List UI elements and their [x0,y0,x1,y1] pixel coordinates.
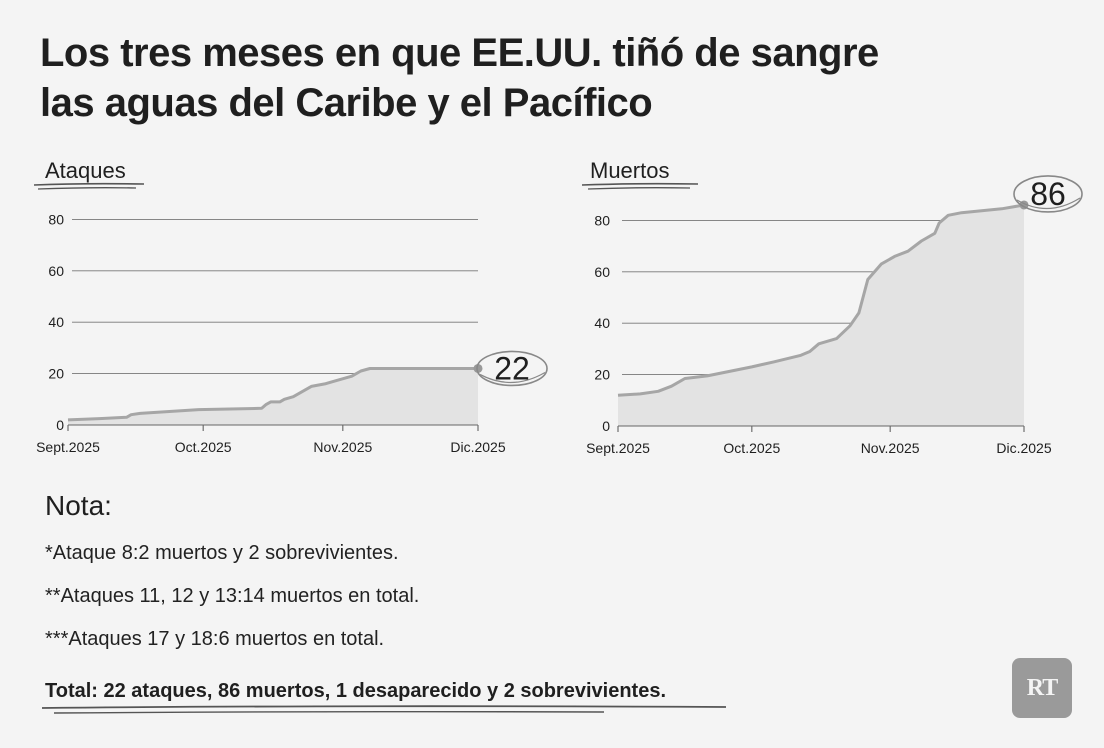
x-tick-label: Oct.2025 [723,440,780,456]
y-tick-label: 20 [48,366,64,382]
x-tick-label: Sept.2025 [36,439,100,455]
x-tick-label: Nov.2025 [313,439,372,455]
y-tick-label: 40 [594,315,610,331]
callout-stroke [1016,197,1081,210]
y-tick-label: 80 [594,212,610,228]
end-marker [473,363,483,373]
series-line [67,367,478,422]
total-summary: Total: 22 ataques, 86 muertos, 1 desapar… [45,680,666,702]
nota-title: Nota: [45,490,112,521]
area-fill [68,368,478,425]
callout-stroke [479,371,546,384]
nota-line-3: ***Ataques 17 y 18:6 muertos en total. [45,628,385,650]
final-value-label: 22 [494,350,530,386]
chart-label-ataques: Ataques [45,158,126,183]
chart-muertos: 0 20 40 60 80 Sept.2025 Oct.2025 Nov.2025 Dic.20… [586,175,1083,456]
nota-line-1: *Ataque 8:2 muertos y 2 sobrevivientes. [45,542,399,564]
y-tick-label: 40 [48,314,64,330]
y-tick-label: 60 [48,263,64,279]
final-value-label: 86 [1030,176,1066,212]
y-tick-label: 20 [594,367,610,383]
nota-line-2: **Ataques 11, 12 y 13:14 muertos en tota… [45,585,420,607]
title-line-1: Los tres meses en que EE.UU. tiñó de san… [40,31,879,75]
y-tick-label: 80 [48,211,64,227]
y-tick-label: 60 [594,264,610,280]
underline-ataques [33,182,145,190]
x-tick-label: Dic.2025 [996,440,1051,456]
chart-ataques: 0 20 40 60 80 Sept.2025 Oct.2025 Nov.2025 Dic.20… [36,211,548,455]
title-line-2: las aguas del Caribe y el Pacífico [40,81,653,125]
callout-ellipse [476,350,548,387]
x-tick-label: Oct.2025 [175,439,232,455]
area-fill [618,205,1024,426]
series-line [617,203,1025,397]
y-tick-label: 0 [602,418,610,434]
chart-label-muertos: Muertos [590,158,670,183]
x-tick-label: Sept.2025 [586,440,650,456]
x-tick-label: Dic.2025 [450,439,505,455]
page-title: Los tres meses en que EE.UU. tiñó de san… [40,28,1040,128]
x-tick-label: Nov.2025 [861,440,920,456]
underline-muertos [581,182,699,190]
y-tick-label: 0 [56,417,64,433]
rt-logo: RT [1012,658,1072,718]
total-underline [41,705,727,714]
callout-ellipse [1013,175,1083,213]
